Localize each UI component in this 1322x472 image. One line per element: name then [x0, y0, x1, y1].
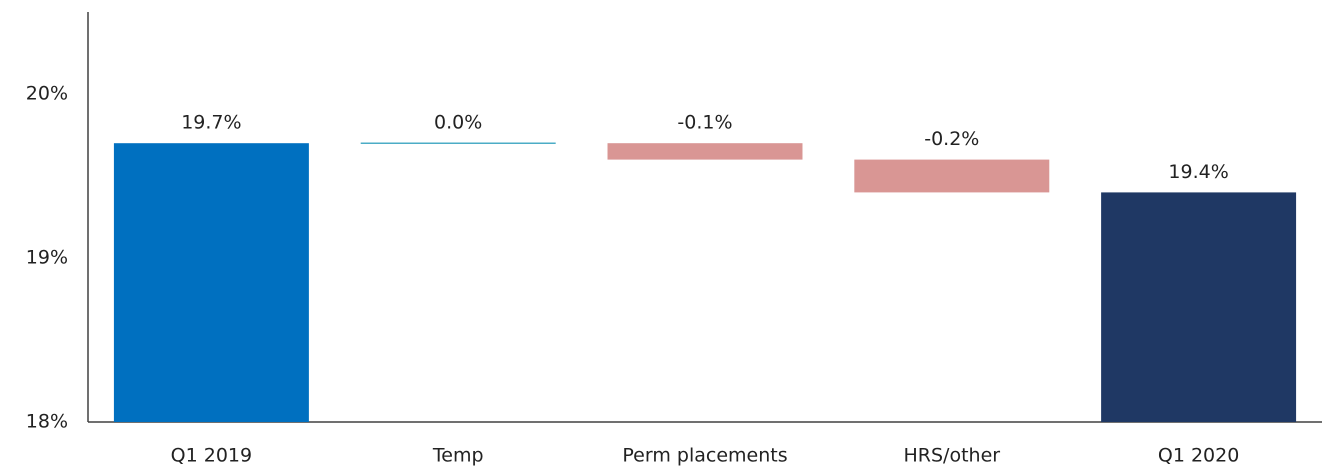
y-tick-label: 18%	[26, 411, 68, 433]
value-label: -0.1%	[677, 112, 732, 134]
value-label: -0.2%	[924, 128, 979, 150]
y-tick-label: 19%	[26, 247, 68, 269]
x-tick-label: Temp	[432, 445, 484, 467]
bar	[113, 143, 309, 422]
bar	[1101, 192, 1297, 422]
x-tick-label: Perm placements	[622, 445, 787, 467]
x-tick-label: HRS/other	[904, 445, 1001, 467]
x-tick-label: Q1 2020	[1158, 445, 1239, 467]
y-tick-label: 20%	[26, 83, 68, 105]
bar	[607, 143, 803, 160]
x-tick-label: Q1 2019	[171, 445, 252, 467]
value-label: 0.0%	[434, 112, 482, 134]
bar	[854, 159, 1050, 193]
value-label: 19.7%	[181, 112, 241, 134]
value-label: 19.4%	[1168, 161, 1228, 183]
